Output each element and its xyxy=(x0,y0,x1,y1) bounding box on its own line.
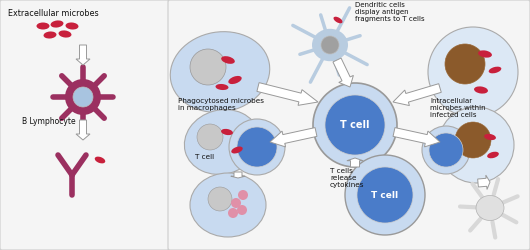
Ellipse shape xyxy=(487,152,499,158)
Ellipse shape xyxy=(229,119,285,175)
FancyArrow shape xyxy=(478,175,490,190)
Ellipse shape xyxy=(438,107,514,183)
Ellipse shape xyxy=(422,126,470,174)
Ellipse shape xyxy=(221,56,235,64)
Ellipse shape xyxy=(474,86,488,94)
FancyBboxPatch shape xyxy=(0,0,169,250)
Ellipse shape xyxy=(170,32,270,112)
Circle shape xyxy=(237,205,247,215)
Circle shape xyxy=(197,124,223,150)
Circle shape xyxy=(231,198,241,208)
Circle shape xyxy=(208,187,232,211)
Circle shape xyxy=(445,44,485,84)
Circle shape xyxy=(321,36,339,54)
Ellipse shape xyxy=(66,22,78,30)
Ellipse shape xyxy=(428,27,518,117)
Ellipse shape xyxy=(228,76,242,84)
FancyArrow shape xyxy=(231,172,245,178)
Ellipse shape xyxy=(50,20,64,28)
Text: Phagocytosed microbes
in macrophages: Phagocytosed microbes in macrophages xyxy=(178,98,264,111)
Ellipse shape xyxy=(190,173,266,237)
Circle shape xyxy=(73,87,93,107)
Circle shape xyxy=(228,208,238,218)
FancyArrow shape xyxy=(333,58,354,87)
Ellipse shape xyxy=(216,84,228,90)
FancyArrow shape xyxy=(393,84,441,106)
Ellipse shape xyxy=(484,134,496,140)
Circle shape xyxy=(65,79,101,115)
Circle shape xyxy=(190,49,226,85)
Circle shape xyxy=(429,133,463,167)
Ellipse shape xyxy=(58,30,72,38)
Text: Dendritic cells
display antigen
fragments to T cells: Dendritic cells display antigen fragment… xyxy=(355,2,425,22)
Ellipse shape xyxy=(312,29,348,61)
Ellipse shape xyxy=(333,17,342,23)
Text: T cell: T cell xyxy=(372,190,399,200)
FancyArrow shape xyxy=(76,45,90,65)
FancyArrow shape xyxy=(76,120,90,140)
FancyBboxPatch shape xyxy=(168,0,530,250)
FancyArrow shape xyxy=(270,128,317,147)
Ellipse shape xyxy=(37,22,49,30)
Circle shape xyxy=(238,190,248,200)
FancyArrow shape xyxy=(347,158,363,167)
Ellipse shape xyxy=(313,83,397,167)
Circle shape xyxy=(325,95,385,155)
Ellipse shape xyxy=(231,146,243,154)
Ellipse shape xyxy=(478,50,492,58)
Ellipse shape xyxy=(476,196,504,220)
Ellipse shape xyxy=(43,32,57,38)
FancyArrow shape xyxy=(393,128,440,147)
Text: Intracellular
microbes within
infected cells: Intracellular microbes within infected c… xyxy=(430,98,485,118)
Text: Extracellular microbes: Extracellular microbes xyxy=(8,9,99,18)
Text: T cells
release
cytokines: T cells release cytokines xyxy=(330,168,365,188)
Ellipse shape xyxy=(221,129,233,135)
Circle shape xyxy=(237,127,277,167)
Text: B Lymphocyte: B Lymphocyte xyxy=(22,117,76,126)
Circle shape xyxy=(455,122,491,158)
Ellipse shape xyxy=(489,67,501,73)
Ellipse shape xyxy=(184,110,260,174)
Ellipse shape xyxy=(95,156,105,164)
Text: T cell: T cell xyxy=(195,154,214,160)
Circle shape xyxy=(357,167,413,223)
Text: T cell: T cell xyxy=(340,120,370,130)
Ellipse shape xyxy=(345,155,425,235)
FancyArrow shape xyxy=(257,83,318,105)
